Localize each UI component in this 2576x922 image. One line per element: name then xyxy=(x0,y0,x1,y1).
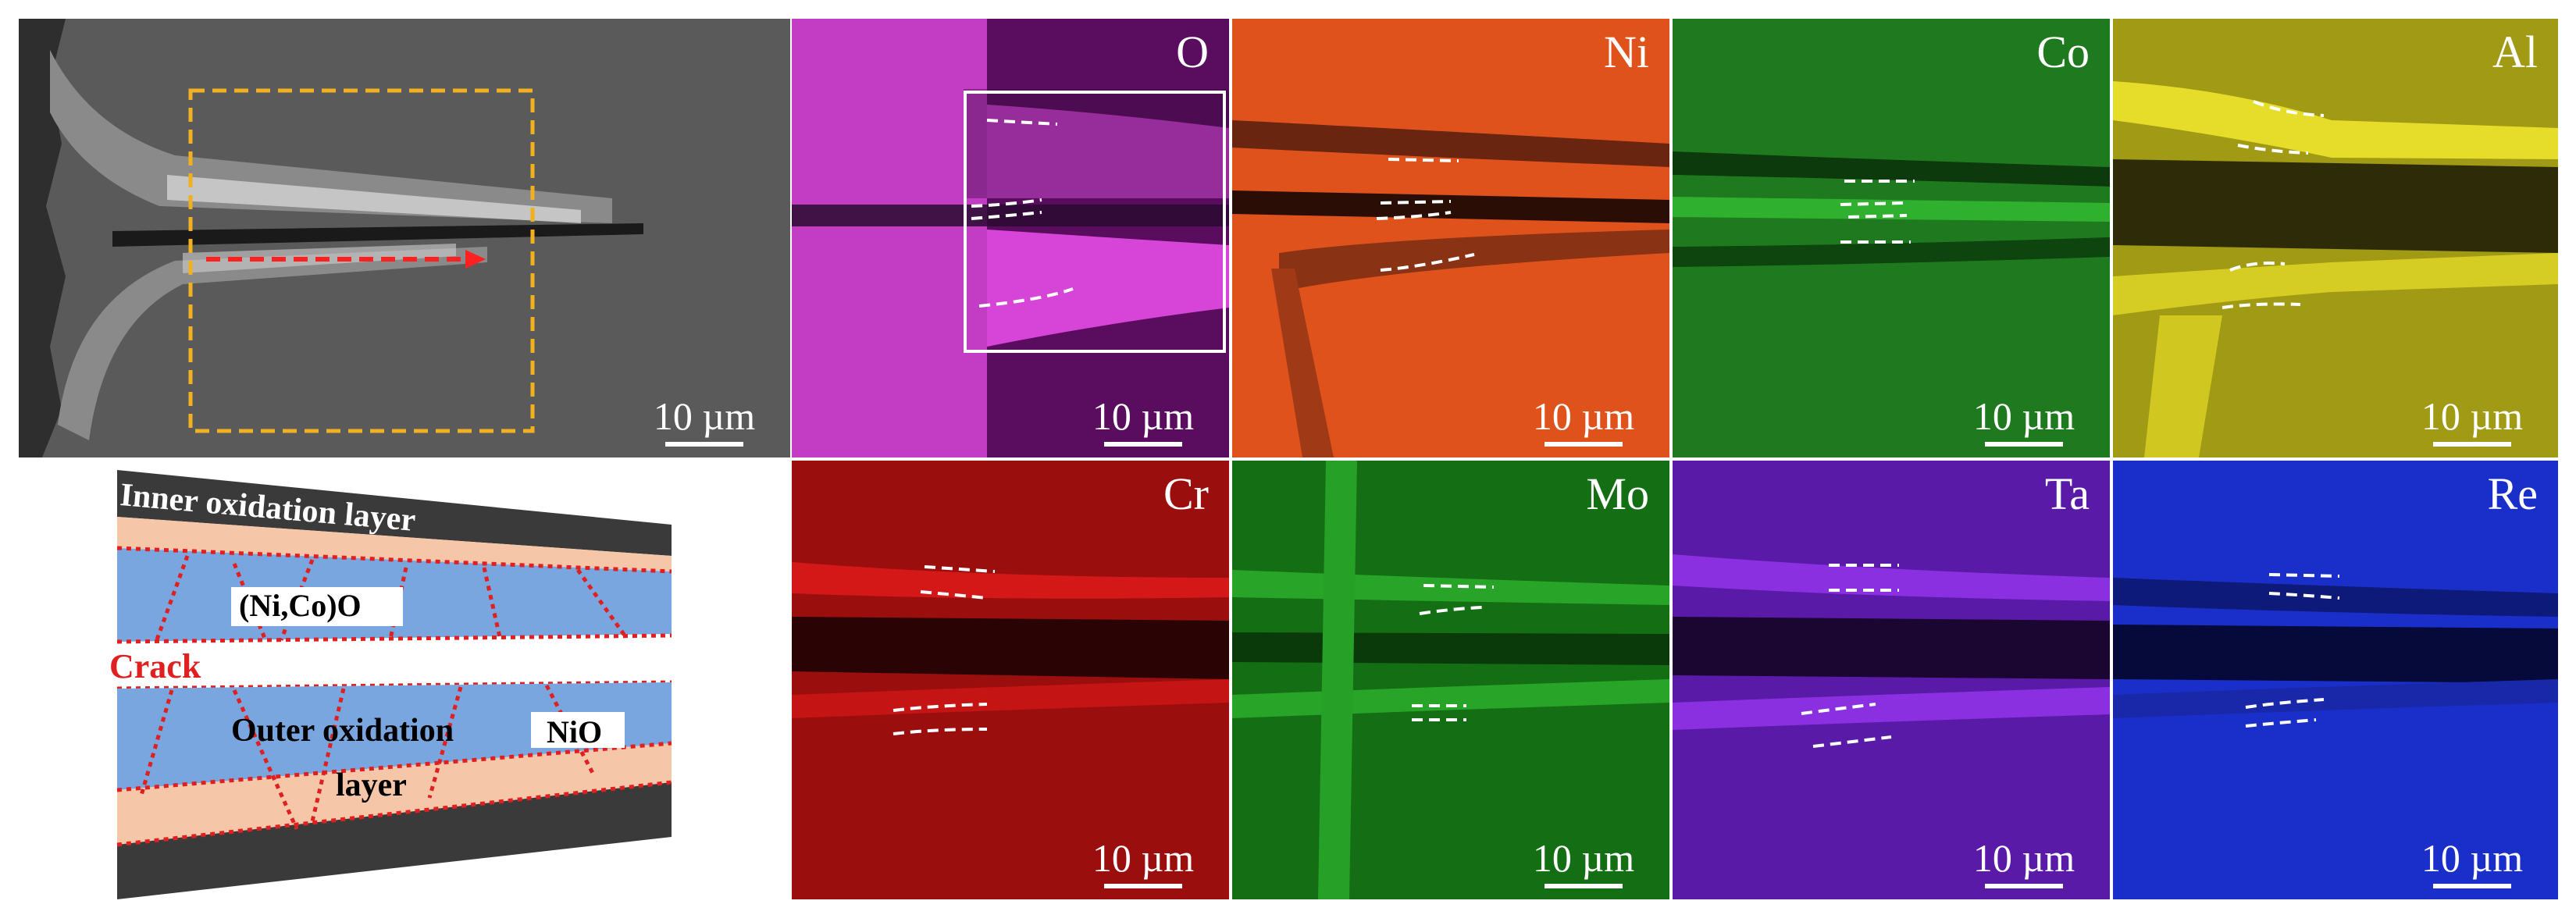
map-ta-scale-bar: 10 µm xyxy=(1961,838,2086,888)
sem-micrograph xyxy=(19,19,790,457)
map-re-label: Re xyxy=(2487,468,2538,519)
map-ta-scale-label: 10 µm xyxy=(1972,836,2075,880)
map-re-scale-label: 10 µm xyxy=(2421,836,2524,880)
map-ta-scale-line xyxy=(1985,884,2063,888)
map-ta-image xyxy=(1673,461,2110,899)
crack-label: Crack xyxy=(109,647,201,685)
map-co-label: Co xyxy=(2036,27,2090,77)
schematic-drawing xyxy=(116,470,672,899)
sem-scale-bar: 10 µm xyxy=(642,397,767,447)
map-ni-label: Ni xyxy=(1604,27,1649,77)
map-o-scale-label: 10 µm xyxy=(1092,394,1195,438)
map-ta: Ta 10 µm xyxy=(1673,461,2110,899)
map-cr: Cr 10 µm xyxy=(792,461,1229,899)
map-co-scale-label: 10 µm xyxy=(1972,394,2075,438)
map-re: Re 10 µm xyxy=(2113,461,2558,899)
oxidation-schematic: Inner oxidation layer (Ni,Co)O Crack Out… xyxy=(94,462,687,915)
arrow-icon xyxy=(465,250,486,269)
map-re-scale-line xyxy=(2433,884,2511,888)
map-co-image xyxy=(1673,19,2110,457)
map-co-scale-bar: 10 µm xyxy=(1961,397,2086,447)
map-mo-scale-line xyxy=(1545,884,1623,888)
outer-oxidation-label-line1: Outer oxidation xyxy=(231,713,454,749)
nio-label: NiO xyxy=(547,714,603,749)
map-ni-scale-bar: 10 µm xyxy=(1521,397,1646,447)
map-al-scale-label: 10 µm xyxy=(2421,394,2524,438)
map-ni-scale-line xyxy=(1545,442,1623,447)
region-outline xyxy=(188,88,535,433)
map-re-scale-bar: 10 µm xyxy=(2410,838,2535,888)
map-cr-image xyxy=(792,461,1229,899)
map-o-scale-line xyxy=(1104,442,1182,447)
nico-oxide-label: (Ni,Co)O xyxy=(239,588,362,623)
sem-image-panel: 10 µm xyxy=(19,19,790,457)
map-cr-scale-line xyxy=(1104,884,1182,888)
outer-oxidation-label-line2: layer xyxy=(336,767,407,803)
map-al-image xyxy=(2113,19,2558,457)
map-al-scale-bar: 10 µm xyxy=(2410,397,2535,447)
map-ta-label: Ta xyxy=(2044,468,2090,519)
map-mo: Mo 10 µm xyxy=(1232,461,1669,899)
map-mo-scale-label: 10 µm xyxy=(1532,836,1635,880)
sem-scale-bar-line xyxy=(665,442,743,447)
map-ni-scale-label: 10 µm xyxy=(1532,394,1635,438)
map-mo-scale-bar: 10 µm xyxy=(1521,838,1646,888)
map-mo-label: Mo xyxy=(1586,468,1649,519)
map-co: Co 10 µm xyxy=(1673,19,2110,457)
map-co-scale-line xyxy=(1985,442,2063,447)
map-cr-label: Cr xyxy=(1163,468,1209,519)
map-ni-image xyxy=(1232,19,1669,457)
map-o-scale-bar: 10 µm xyxy=(1081,397,1206,447)
sem-scale-bar-label: 10 µm xyxy=(653,394,756,438)
map-al-label: Al xyxy=(2492,27,2538,77)
map-mo-image xyxy=(1232,461,1669,899)
map-al: Al 10 µm xyxy=(2113,19,2558,457)
map-cr-scale-bar: 10 µm xyxy=(1081,838,1206,888)
map-o: O 10 µm xyxy=(792,19,1229,457)
map-o-image xyxy=(792,19,1229,457)
map-cr-scale-label: 10 µm xyxy=(1092,836,1195,880)
map-o-zoom-box xyxy=(964,91,1226,353)
map-o-label: O xyxy=(1176,27,1209,77)
map-ni: Ni 10 µm xyxy=(1232,19,1669,457)
map-re-image xyxy=(2113,461,2558,899)
map-al-scale-line xyxy=(2433,442,2511,447)
